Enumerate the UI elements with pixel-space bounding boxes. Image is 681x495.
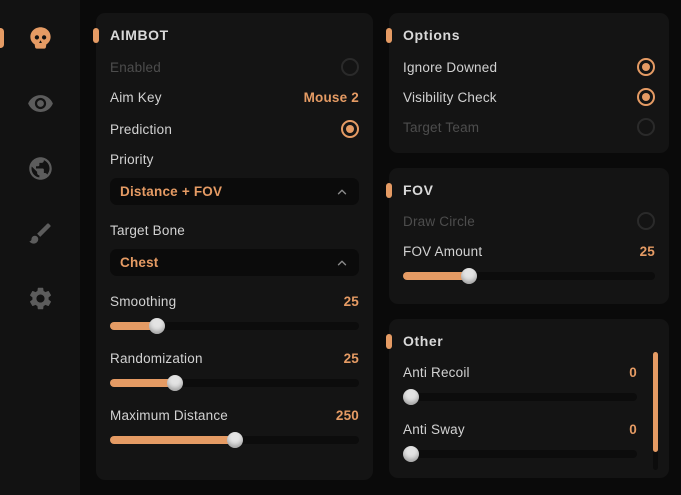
setting-row-draw-circle: Draw Circle: [403, 212, 655, 230]
panel-title: Options: [403, 27, 461, 43]
other-panel: Other Anti Recoil 0 Anti Sway 0: [386, 319, 669, 478]
setting-row-anti-recoil: Anti Recoil 0: [403, 363, 637, 381]
setting-label: Priority: [110, 151, 154, 167]
panel-title: AIMBOT: [110, 27, 169, 43]
fov-amount-value: 25: [639, 243, 655, 259]
anti-sway-value: 0: [629, 421, 637, 437]
setting-row-enabled: Enabled: [110, 58, 359, 76]
scrollbar-thumb[interactable]: [653, 352, 658, 452]
setting-label: Enabled: [110, 59, 161, 75]
chevron-up-icon: [337, 189, 347, 194]
globe-icon: [28, 156, 52, 180]
slider-fill: [110, 322, 158, 330]
setting-row-aim-key: Aim Key Mouse 2: [110, 88, 359, 106]
panel-title: FOV: [403, 182, 434, 198]
setting-label: Randomization: [110, 350, 203, 366]
panel-title: Other: [403, 333, 444, 349]
slider-thumb[interactable]: [166, 375, 183, 391]
chevron-up-icon: [337, 260, 347, 265]
panel-header: Other: [386, 333, 655, 349]
fov-amount-slider[interactable]: [403, 268, 655, 284]
maximum-distance-value: 250: [335, 407, 359, 423]
setting-row-priority: Priority: [110, 150, 359, 168]
target-team-toggle[interactable]: [637, 118, 655, 136]
sidebar: [0, 0, 80, 495]
smoothing-slider[interactable]: [110, 318, 359, 334]
maximum-distance-slider[interactable]: [110, 432, 359, 448]
anti-recoil-value: 0: [629, 364, 637, 380]
target-bone-dropdown[interactable]: Chest: [110, 249, 359, 276]
slider-thumb[interactable]: [403, 389, 419, 405]
visibility-check-toggle[interactable]: [637, 88, 655, 106]
randomization-slider[interactable]: [110, 375, 359, 391]
skull-icon: [29, 26, 51, 49]
prediction-toggle[interactable]: [341, 120, 359, 138]
setting-row-anti-sway: Anti Sway 0: [403, 420, 637, 438]
setting-row-smoothing: Smoothing 25: [110, 292, 359, 310]
header-accent-bar: [93, 28, 99, 43]
slider-thumb[interactable]: [226, 432, 243, 448]
header-accent-bar: [386, 28, 392, 43]
fov-panel: FOV Draw Circle FOV Amount 25: [386, 168, 669, 304]
setting-label: Draw Circle: [403, 213, 475, 229]
priority-dropdown[interactable]: Distance + FOV: [110, 178, 359, 205]
gear-icon: [29, 287, 51, 309]
setting-row-target-bone: Target Bone: [110, 221, 359, 239]
slider-thumb[interactable]: [460, 268, 477, 284]
sidebar-item-settings[interactable]: [0, 272, 80, 324]
anti-sway-slider[interactable]: [403, 446, 637, 462]
setting-row-maximum-distance: Maximum Distance 250: [110, 406, 359, 424]
panel-header: AIMBOT: [93, 27, 359, 43]
anti-recoil-slider[interactable]: [403, 389, 637, 405]
options-panel: Options Ignore Downed Visibility Check T…: [386, 13, 669, 153]
enabled-toggle[interactable]: [341, 58, 359, 76]
slider-fill: [110, 436, 235, 444]
aimbot-panel: AIMBOT Enabled Aim Key Mouse 2 Predictio…: [93, 13, 373, 480]
sidebar-item-misc[interactable]: [0, 207, 80, 259]
setting-label: Target Bone: [110, 222, 185, 238]
sidebar-item-world[interactable]: [0, 142, 80, 194]
setting-label: Anti Sway: [403, 421, 465, 437]
setting-row-prediction: Prediction: [110, 120, 359, 138]
setting-label: Target Team: [403, 119, 480, 135]
aim-key-value[interactable]: Mouse 2: [303, 89, 359, 105]
sidebar-item-aimbot[interactable]: [0, 12, 80, 64]
dropdown-selected-value: Chest: [120, 255, 159, 270]
setting-row-target-team: Target Team: [403, 118, 655, 136]
ignore-downed-toggle[interactable]: [637, 58, 655, 76]
slider-fill: [403, 272, 469, 280]
panel-header: Options: [386, 27, 655, 43]
setting-label: Smoothing: [110, 293, 177, 309]
setting-row-ignore-downed: Ignore Downed: [403, 58, 655, 76]
setting-label: Ignore Downed: [403, 59, 498, 75]
setting-row-visibility-check: Visibility Check: [403, 88, 655, 106]
setting-row-fov-amount: FOV Amount 25: [403, 242, 655, 260]
panel-header: FOV: [386, 182, 655, 198]
header-accent-bar: [386, 183, 392, 198]
setting-label: Aim Key: [110, 89, 162, 105]
dropdown-selected-value: Distance + FOV: [120, 184, 223, 199]
active-tab-indicator: [0, 28, 4, 48]
setting-row-randomization: Randomization 25: [110, 349, 359, 367]
slider-thumb[interactable]: [149, 318, 166, 334]
brush-icon: [28, 222, 51, 244]
draw-circle-toggle[interactable]: [637, 212, 655, 230]
scrollbar[interactable]: [653, 352, 658, 470]
sidebar-item-visuals[interactable]: [0, 77, 80, 129]
setting-label: FOV Amount: [403, 243, 483, 259]
header-accent-bar: [386, 334, 392, 349]
slider-fill: [110, 379, 175, 387]
setting-label: Prediction: [110, 121, 173, 137]
smoothing-value: 25: [343, 293, 359, 309]
setting-label: Visibility Check: [403, 89, 497, 105]
randomization-value: 25: [343, 350, 359, 366]
slider-thumb[interactable]: [403, 446, 419, 462]
setting-label: Anti Recoil: [403, 364, 470, 380]
setting-label: Maximum Distance: [110, 407, 228, 423]
eye-icon: [27, 94, 53, 112]
